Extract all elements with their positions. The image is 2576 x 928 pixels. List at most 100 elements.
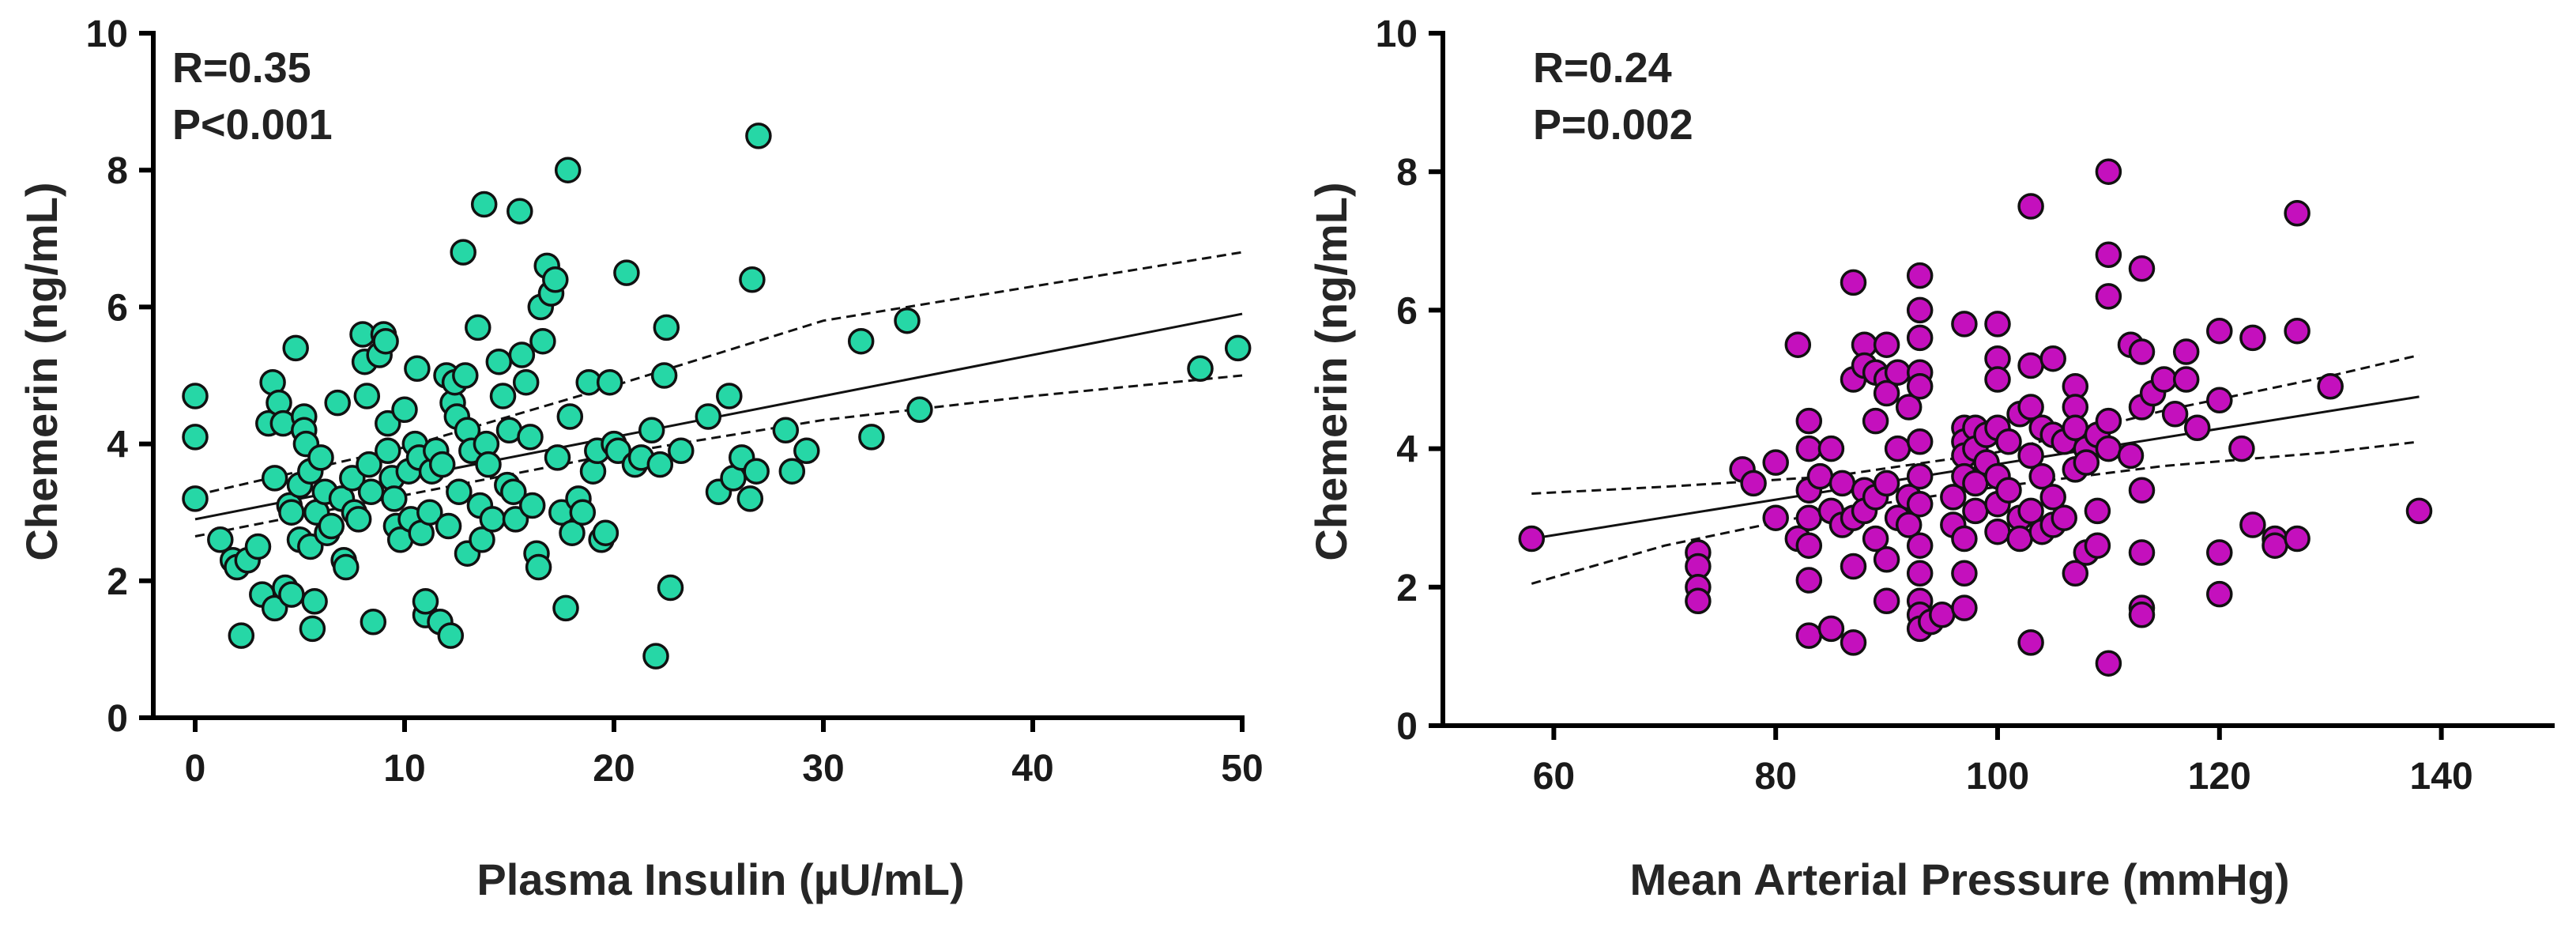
y-tick-label: 4 [1396,429,1418,471]
data-point [1884,435,1911,462]
data-point [1995,477,2022,504]
data-point [2317,373,2344,400]
data-point [552,594,579,622]
data-point [2128,338,2156,365]
y-tick-label: 6 [107,287,128,329]
data-point [1884,359,1911,386]
data-point [297,533,324,560]
data-point [372,327,399,355]
data-point [650,362,678,389]
data-point [2117,442,2145,470]
stat-p-value: P<0.001 [172,101,333,149]
data-point [2206,580,2233,608]
data-point [2017,352,2044,379]
data-point [517,424,544,451]
data-point [2161,401,2189,428]
x-tick-label: 120 [2188,756,2251,798]
data-point [2095,158,2122,185]
data-point [2095,407,2122,435]
data-point [446,478,473,505]
data-point [182,485,209,512]
data-point [416,499,443,526]
data-point [182,424,209,451]
data-point [544,444,571,471]
data-point [778,458,806,485]
data-point [2228,435,2255,462]
data-point [2095,435,2122,462]
data-point [2017,394,2044,421]
data-point [1962,497,1989,525]
data-point [1995,428,2022,455]
data-point [2095,283,2122,310]
chart-panel-map: 0 2 4 6 8 10 60 80 100 120 140 R=0.24 P=0.002 Mean… [1288,0,2576,928]
data-point [182,383,209,409]
data-point [375,409,401,437]
data-point [375,437,401,465]
data-point [339,465,366,492]
data-point [1906,462,1934,490]
data-point [2206,387,2233,414]
data-point [470,191,498,218]
data-point [2284,525,2310,553]
y-axis-title: Chemerin (ng/mL) [17,182,66,560]
data-point [638,417,665,444]
data-point [299,615,326,643]
data-point [353,383,381,409]
data-point [745,123,772,149]
data-point [500,478,527,505]
data-point [228,622,255,649]
data-point [428,451,456,478]
data-point [404,355,431,383]
data-point [739,266,766,293]
data-point [1895,511,1923,538]
confidence-band-lower [1531,440,2420,585]
data-point [356,451,382,478]
data-point [1906,324,1934,352]
data-point [525,553,552,581]
data-point [1518,525,1546,553]
data-point [1840,269,1867,296]
y-tick-label: 8 [1396,152,1418,194]
confidence-band-upper [1531,353,2420,495]
chart-insulin-vs-chemerin: 0 2 4 6 8 10 0 10 20 30 40 50 R=0.35 P<0.001 Plasma… [17,13,1264,904]
data-point [1929,602,1956,628]
data-point [452,362,479,389]
data-point [2095,650,2122,677]
data-point [207,526,234,553]
data-point [2017,629,2044,656]
data-point [2051,504,2077,531]
data-point [2206,317,2233,345]
data-point [793,437,820,465]
data-point [1906,296,1934,324]
data-point [307,444,334,471]
y-tick-label: 8 [107,150,128,192]
x-tick-label: 30 [802,748,844,790]
data-point [2239,511,2266,538]
data-point [2128,539,2156,566]
data-point [1187,355,1214,383]
data-point [2084,532,2111,559]
chart-map-vs-chemerin: 0 2 4 6 8 10 60 80 100 120 140 R=0.24 P=0.002 Mean… [1306,13,2555,904]
data-point [450,239,476,266]
data-point [512,368,540,396]
data-point [1817,615,1845,643]
data-point [646,451,674,478]
data-point [2128,477,2156,504]
data-point [736,485,764,512]
data-point [642,643,669,670]
data-point [261,465,288,492]
confidence-band-upper [194,251,1243,496]
y-tick-label: 10 [86,13,128,55]
confidence-band-lower [194,374,1243,538]
data-point [489,383,517,409]
data-point [2284,317,2310,345]
data-point [1906,373,1934,400]
data-point [381,485,408,512]
data-point [894,307,921,334]
stat-p-value: P=0.002 [1533,101,1693,149]
data-point [1951,560,1978,587]
data-point [479,506,507,533]
data-point [596,368,623,396]
data-point [858,424,885,451]
data-point [244,533,272,560]
